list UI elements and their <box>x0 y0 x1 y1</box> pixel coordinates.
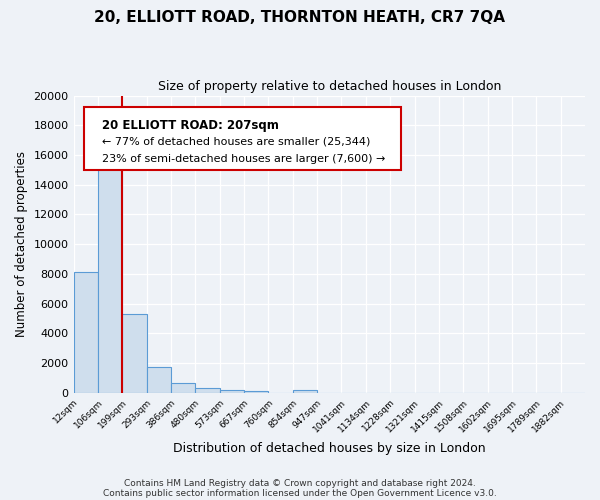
Text: 23% of semi-detached houses are larger (7,600) →: 23% of semi-detached houses are larger (… <box>101 154 385 164</box>
Bar <box>196 388 220 392</box>
Bar <box>171 383 196 392</box>
X-axis label: Distribution of detached houses by size in London: Distribution of detached houses by size … <box>173 442 485 455</box>
Bar <box>220 390 244 392</box>
Text: 20 ELLIOTT ROAD: 207sqm: 20 ELLIOTT ROAD: 207sqm <box>101 120 278 132</box>
Y-axis label: Number of detached properties: Number of detached properties <box>15 151 28 337</box>
Bar <box>74 272 98 392</box>
Bar <box>146 366 171 392</box>
Title: Size of property relative to detached houses in London: Size of property relative to detached ho… <box>158 80 501 93</box>
Bar <box>98 146 122 392</box>
Text: Contains public sector information licensed under the Open Government Licence v3: Contains public sector information licen… <box>103 488 497 498</box>
Bar <box>293 390 317 392</box>
Text: ← 77% of detached houses are smaller (25,344): ← 77% of detached houses are smaller (25… <box>101 136 370 146</box>
FancyBboxPatch shape <box>84 108 401 170</box>
Text: Contains HM Land Registry data © Crown copyright and database right 2024.: Contains HM Land Registry data © Crown c… <box>124 478 476 488</box>
Bar <box>244 391 268 392</box>
Text: 20, ELLIOTT ROAD, THORNTON HEATH, CR7 7QA: 20, ELLIOTT ROAD, THORNTON HEATH, CR7 7Q… <box>95 10 505 25</box>
Bar <box>122 314 146 392</box>
